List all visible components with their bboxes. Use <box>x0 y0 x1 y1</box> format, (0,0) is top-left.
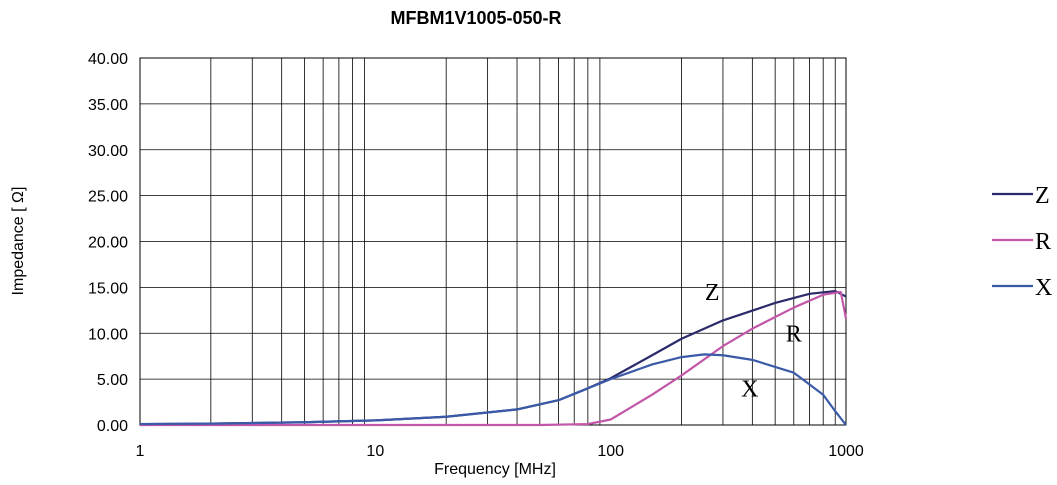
chart-title: MFBM1V1005-050-R <box>390 8 561 28</box>
y-tick-label: 15.00 <box>88 280 128 297</box>
x-tick-label: 1 <box>136 443 145 460</box>
x-tick-label: 1000 <box>828 443 864 460</box>
curve-label-r: R <box>786 321 802 347</box>
series-line-r <box>140 290 848 427</box>
legend-label-x: X <box>1035 275 1052 301</box>
x-axis-ticks: 1 10 100 1000 <box>136 443 864 460</box>
y-tick-label: 25.00 <box>88 189 128 206</box>
legend-label-z: Z <box>1035 183 1050 209</box>
series-group <box>139 289 848 427</box>
legend-label-r: R <box>1035 229 1051 255</box>
x-tick-label: 10 <box>366 443 384 460</box>
y-axis-label: Impedance [ Ω] <box>10 187 27 296</box>
curve-label-x: X <box>741 376 758 402</box>
x-tick-label: 100 <box>597 443 624 460</box>
y-tick-label: 0.00 <box>97 418 128 435</box>
series-line-x <box>139 353 847 426</box>
y-tick-label: 30.00 <box>88 143 128 160</box>
curve-label-z: Z <box>705 280 720 306</box>
y-tick-label: 20.00 <box>88 235 128 252</box>
y-tick-label: 35.00 <box>88 97 128 114</box>
grid <box>140 57 846 426</box>
y-tick-label: 40.00 <box>88 51 128 68</box>
y-tick-label: 10.00 <box>88 326 128 343</box>
y-tick-label: 5.00 <box>97 372 128 389</box>
x-axis-label: Frequency [MHz] <box>434 461 556 478</box>
curve-labels: Z R X <box>705 280 802 402</box>
y-axis-ticks: 0.00 5.00 10.00 15.00 20.00 25.00 30.00 35.00 40… <box>88 51 128 435</box>
legend: ZRX <box>992 183 1052 301</box>
